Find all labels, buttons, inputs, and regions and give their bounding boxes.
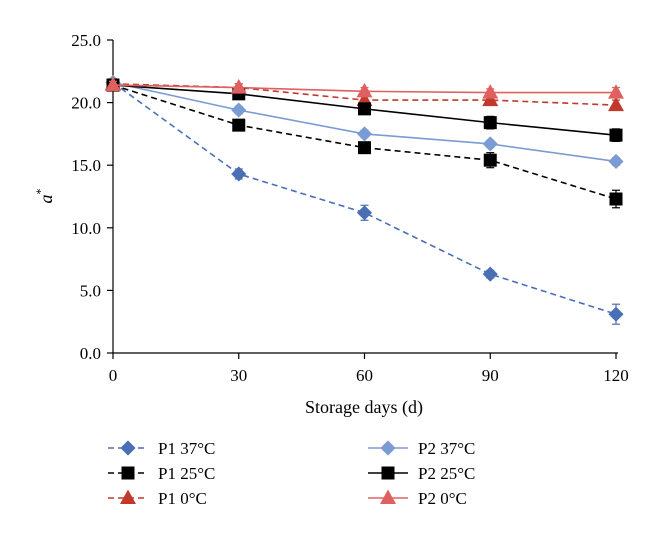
legend-marker bbox=[380, 440, 396, 456]
axes: 0.0 5.0 10.0 15.0 20.0 25.0 0 30 60 90 120 bbox=[71, 31, 629, 385]
x-tick-label: 120 bbox=[603, 366, 629, 385]
y-tick-label: 20.0 bbox=[71, 94, 101, 113]
legend-item: P1 25°C bbox=[108, 464, 215, 483]
data-point bbox=[356, 82, 373, 98]
legend-marker bbox=[381, 466, 395, 480]
legend-marker bbox=[121, 466, 135, 480]
x-tick-label: 60 bbox=[356, 366, 373, 385]
series-5 bbox=[105, 76, 624, 99]
data-point bbox=[609, 128, 623, 142]
data-point bbox=[608, 96, 624, 112]
y-tick-label: 25.0 bbox=[71, 31, 101, 50]
data-point bbox=[358, 141, 371, 155]
data-point bbox=[230, 79, 247, 94]
y-tick-label: 15.0 bbox=[71, 156, 101, 175]
data-point bbox=[356, 205, 373, 221]
data-point bbox=[231, 166, 247, 182]
legend-marker bbox=[380, 489, 396, 504]
legend-label: P1 37°C bbox=[158, 439, 215, 458]
series-0 bbox=[105, 75, 624, 325]
data-point bbox=[356, 126, 373, 142]
legend-marker bbox=[120, 440, 136, 456]
y-axis-title: a* bbox=[33, 189, 56, 204]
data-point bbox=[231, 102, 247, 118]
x-tick-label: 0 bbox=[109, 366, 118, 385]
x-tick-label: 90 bbox=[482, 366, 499, 385]
y-axis-title-main: a bbox=[36, 195, 56, 204]
data-point bbox=[608, 153, 624, 170]
data-point bbox=[482, 136, 498, 152]
legend-label: P2 25°C bbox=[418, 464, 475, 483]
legend-label: P2 0°C bbox=[418, 489, 467, 508]
x-axis-title: Storage days (d) bbox=[305, 397, 423, 418]
data-point bbox=[483, 153, 497, 167]
legend-label: P2 37°C bbox=[418, 439, 475, 458]
data-point bbox=[482, 266, 498, 282]
data-point bbox=[232, 118, 246, 132]
y-tick-label: 5.0 bbox=[80, 281, 101, 300]
data-point bbox=[609, 192, 623, 206]
legend-item: P1 0°C bbox=[108, 489, 207, 508]
legend-item: P2 0°C bbox=[368, 489, 467, 508]
data-point bbox=[482, 84, 499, 99]
data-point bbox=[482, 91, 499, 107]
legend-item: P2 37°C bbox=[368, 439, 475, 458]
data-point bbox=[358, 102, 371, 116]
legend: P1 37°C P1 25°C P1 0°C P2 37°C P2 25°C P2 0°C bbox=[108, 439, 475, 508]
y-tick-label: 0.0 bbox=[80, 344, 101, 363]
legend-item: P2 25°C bbox=[368, 464, 475, 483]
y-axis-title-superscript: * bbox=[33, 189, 47, 195]
x-tick-label: 30 bbox=[230, 366, 247, 385]
data-point bbox=[608, 84, 624, 99]
data-point bbox=[608, 306, 624, 322]
data-point bbox=[105, 76, 121, 92]
series-layer bbox=[105, 75, 624, 325]
data-point bbox=[483, 116, 497, 130]
y-tick-label: 10.0 bbox=[71, 219, 101, 238]
legend-label: P1 25°C bbox=[158, 464, 215, 483]
legend-label: P1 0°C bbox=[158, 489, 207, 508]
series-line bbox=[112, 81, 617, 315]
legend-item: P1 37°C bbox=[108, 439, 215, 458]
legend-marker bbox=[120, 489, 136, 504]
